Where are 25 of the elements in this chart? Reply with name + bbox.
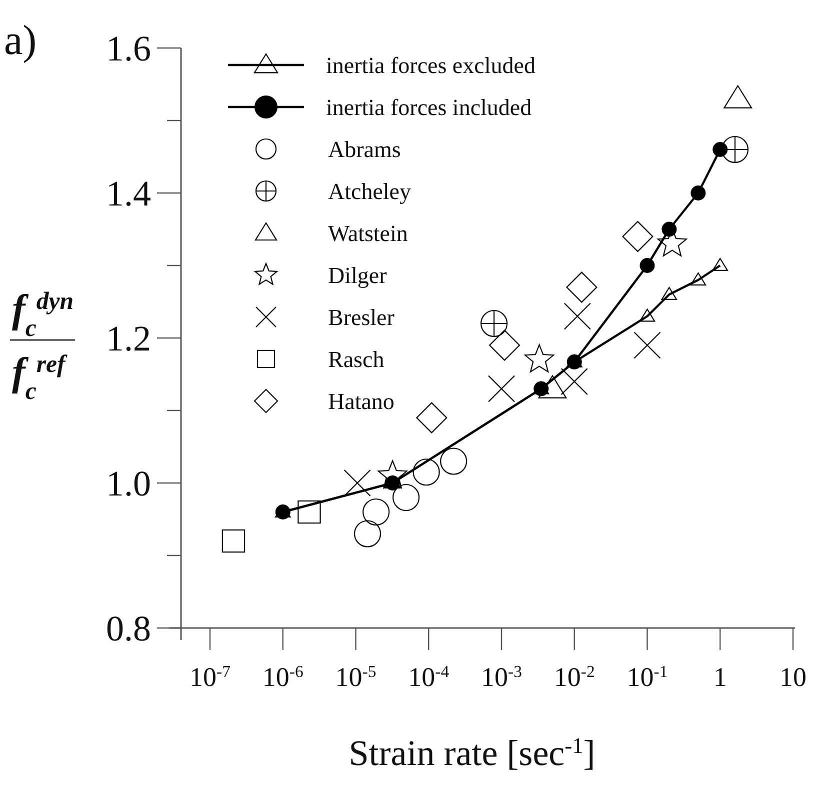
- y-tick-label: 0.8: [106, 608, 151, 649]
- legend-label: Bresler: [328, 305, 395, 330]
- legend-label: Watstein: [328, 221, 408, 246]
- legend-label: inertia forces excluded: [326, 53, 536, 78]
- x-tick-label: 10: [780, 662, 806, 692]
- x-tick-label: 10$^{-2}$: [554, 662, 595, 692]
- y-tick-label: 1.4: [106, 174, 151, 214]
- x-tick-label: 10$^{-1}$: [626, 662, 668, 692]
- text: a): [4, 18, 37, 64]
- x-tick-label: 10$^{-6}$: [262, 662, 304, 692]
- x-tick-label: 10$^{-4}$: [408, 662, 450, 692]
- x-tick-label: 10$^{-3}$: [481, 662, 522, 692]
- x-tick-label: 10$^{-5}$: [335, 662, 376, 692]
- x-axis-title: Strain rate [sec$^{-1}$]: [348, 732, 596, 773]
- legend-label: Rasch: [328, 347, 385, 372]
- y-tick-label: 1.6: [106, 28, 151, 69]
- legend-label: inertia forces included: [326, 95, 532, 120]
- x-tick-label: 1: [713, 662, 727, 692]
- y-tick-label: 1.0: [106, 464, 151, 504]
- legend-label: Hatano: [328, 389, 394, 414]
- y-tick-label: 1.2: [106, 318, 151, 359]
- legend-label: Abrams: [328, 137, 401, 162]
- x-tick-label: 10$^{-7}$: [190, 662, 230, 692]
- legend-label: Dilger: [328, 263, 388, 288]
- legend-label: Atcheley: [328, 179, 412, 204]
